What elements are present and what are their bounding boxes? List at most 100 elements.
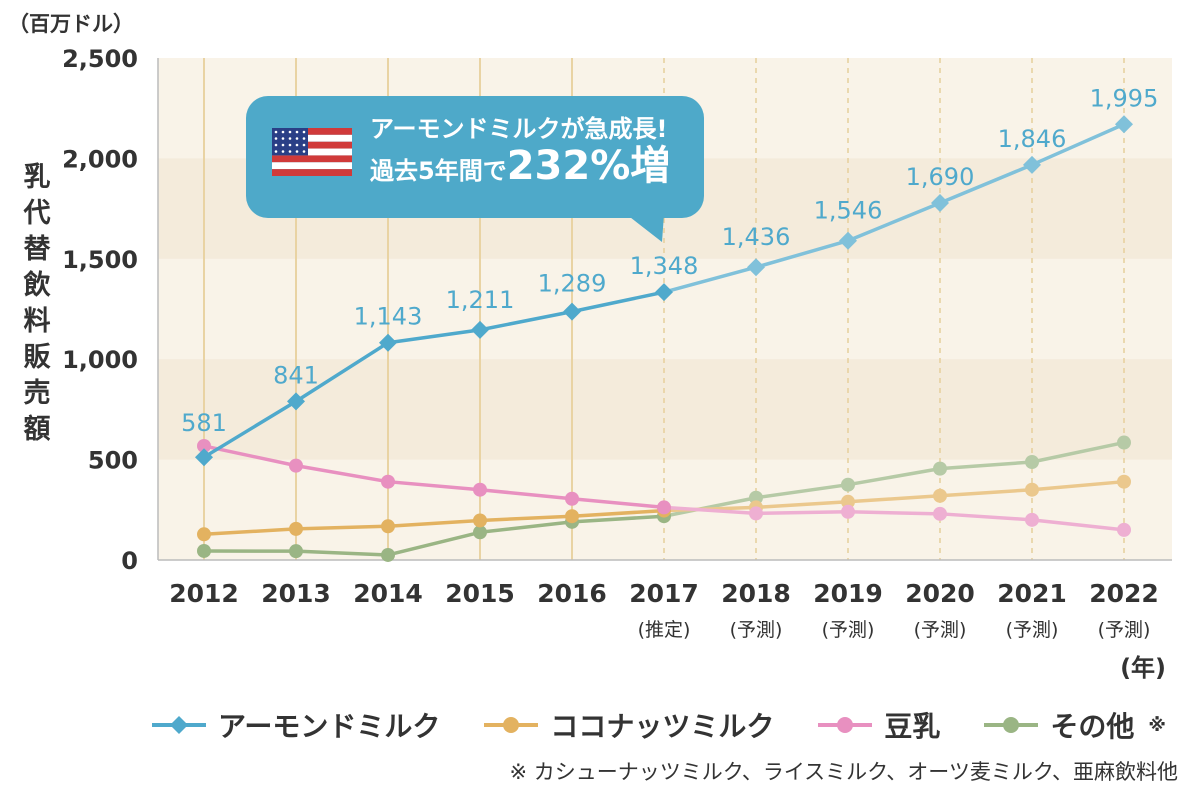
legend-item-coconut: ココナッツミルク: [484, 705, 774, 745]
data-point: [565, 491, 579, 506]
series-line-segment: [846, 493, 942, 504]
series-line-segment: [1030, 479, 1126, 492]
data-point: [197, 543, 211, 558]
series-line-segment: [570, 508, 666, 518]
data-point: [473, 482, 487, 497]
data-point: [287, 392, 305, 411]
data-point: [749, 490, 763, 505]
flag-star: [281, 143, 285, 147]
series-line-segment: [386, 479, 482, 492]
callout-text: アーモンドミルクが急成長! 過去5年間で232%増: [370, 114, 670, 193]
x-tick-label: 2017: [629, 579, 699, 608]
flag-star: [302, 137, 306, 140]
x-tick-note: (予測): [1006, 619, 1059, 641]
series-line-segment: [938, 460, 1034, 471]
data-label: 1,690: [906, 163, 975, 191]
series-line-segment: [846, 510, 942, 516]
flag-star: [295, 130, 299, 134]
data-point: [1117, 474, 1131, 489]
legend-label-soy: 豆乳: [884, 710, 941, 743]
data-label: 1,211: [446, 286, 515, 314]
flag-star: [274, 130, 278, 134]
data-point: [381, 474, 395, 489]
callout-pointer: [626, 214, 664, 242]
series-line-segment: [938, 487, 1034, 498]
series-line-segment: [754, 238, 850, 269]
data-point: [381, 519, 395, 534]
x-unit-label: (年): [1120, 654, 1166, 682]
data-point: [749, 506, 763, 521]
series-line-segment: [478, 309, 574, 332]
series-line-segment: [938, 512, 1034, 522]
legend-item-soy: 豆乳: [818, 705, 940, 745]
flag-star: [295, 150, 299, 153]
series-line-segment: [386, 530, 482, 557]
series-line-segment: [754, 500, 850, 510]
data-point: [931, 193, 949, 212]
series-line-segment: [1030, 518, 1126, 532]
data-point: [563, 302, 581, 321]
series-line-segment: [570, 290, 666, 314]
us-flag-icon: [272, 128, 352, 176]
data-point: [747, 258, 765, 277]
data-point: [933, 488, 947, 503]
data-point: [933, 506, 947, 521]
data-point: [197, 527, 211, 542]
data-point: [657, 500, 671, 515]
flag-star: [281, 130, 285, 134]
data-point: [1117, 522, 1131, 537]
data-point: [1025, 482, 1039, 497]
series-line-segment: [294, 463, 390, 484]
data-point: [1025, 512, 1039, 527]
y-tick-label: 1,500: [62, 246, 138, 274]
data-label: 1,995: [1090, 84, 1159, 112]
legend-note-mark: ※: [1148, 714, 1166, 736]
x-tick-label: 2019: [813, 579, 883, 608]
flag-star: [288, 137, 292, 140]
plot-area: 0 500 1,000 1,500 2,000 2,500 2012 2013 2014 2015…: [62, 45, 1172, 682]
series-line-segment: [662, 505, 758, 516]
series-line-segment: [570, 514, 666, 524]
x-tick-note: (推定): [638, 619, 691, 641]
legend-item-almond: アーモンドミルク: [152, 705, 440, 745]
data-point: [473, 525, 487, 540]
x-tick-label: 2012: [169, 579, 239, 608]
series-line-segment: [754, 510, 850, 516]
data-point: [1023, 155, 1041, 174]
series-line-segment: [570, 497, 666, 510]
series-line-segment: [478, 514, 574, 523]
data-label: 1,143: [354, 303, 423, 331]
series-line-segment: [1030, 440, 1126, 464]
flag-stripe: [272, 148, 352, 156]
x-tick-label: 2015: [445, 579, 515, 608]
x-tick-label: 2020: [905, 579, 975, 608]
legend-label-coconut: ココナッツミルク: [550, 710, 775, 743]
footnote: ※ カシューナッツミルク、ライスミルク、オーツ麦ミルク、亜麻飲料他: [509, 760, 1178, 784]
flag-star: [281, 150, 285, 153]
x-tick-label: 2013: [261, 579, 331, 608]
flag-stripe: [272, 134, 352, 142]
series-line-segment: [754, 482, 850, 500]
flag-star: [274, 143, 278, 147]
data-point: [841, 504, 855, 519]
x-tick-label: 2016: [537, 579, 607, 608]
plot-band: [158, 359, 1172, 460]
series-line-segment: [662, 265, 758, 294]
flag-stripe: [272, 169, 352, 176]
flag-star: [288, 130, 292, 134]
series-line-segment: [938, 163, 1034, 205]
flag-star: [274, 150, 278, 153]
flag-star: [274, 137, 278, 140]
legend-label-other: その他: [1050, 710, 1135, 743]
data-point: [933, 461, 947, 476]
flag-star: [288, 143, 292, 147]
flag-stripe: [272, 128, 352, 135]
x-tick-note: (予測): [730, 619, 783, 641]
data-point: [379, 333, 397, 352]
x-tick-note: (予測): [914, 619, 967, 641]
x-tick-label: 2014: [353, 579, 423, 608]
flag-star: [295, 143, 299, 147]
callout-line1: アーモンドミルクが急成長!: [370, 115, 668, 143]
data-point: [565, 509, 579, 524]
flag-star: [302, 130, 306, 134]
